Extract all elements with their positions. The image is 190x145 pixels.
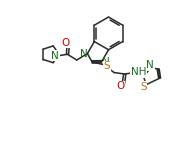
Text: O: O <box>61 38 70 48</box>
Text: NH: NH <box>131 67 146 77</box>
Text: N: N <box>146 60 154 70</box>
Text: S: S <box>140 82 147 92</box>
Text: N: N <box>80 49 87 59</box>
Text: N: N <box>102 58 109 67</box>
Text: N: N <box>51 51 59 61</box>
Text: S: S <box>103 61 110 71</box>
Text: O: O <box>117 81 125 91</box>
